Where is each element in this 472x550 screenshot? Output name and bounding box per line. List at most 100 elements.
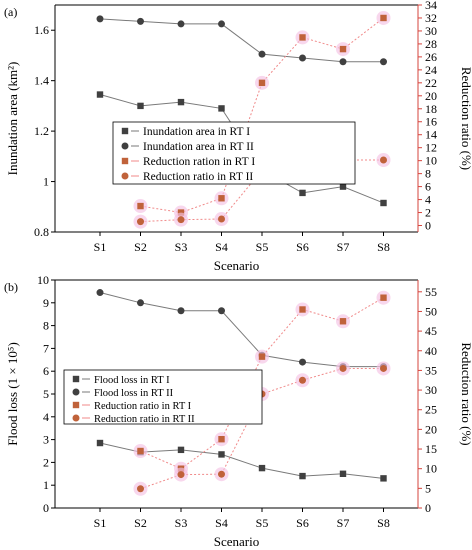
data-point-square	[177, 446, 185, 454]
data-point-square	[177, 209, 185, 216]
legend-label: Reduction ration in RT I	[143, 156, 255, 168]
data-point-circle	[299, 54, 306, 62]
y-left-tick-label: 1.2	[34, 124, 49, 138]
data-point-square	[299, 472, 306, 480]
data-point-circle	[339, 58, 347, 66]
y-right-tick-label: 10	[425, 154, 437, 168]
data-point-square	[339, 45, 347, 53]
data-point-circle	[339, 364, 347, 372]
chart-panel-a: (a)0.811.21.41.6024681012141618202224262…	[4, 0, 472, 273]
x-tick-label: S8	[377, 516, 390, 530]
data-point-circle	[96, 15, 104, 23]
y-left-tick-label: 1.4	[34, 74, 49, 88]
data-point-circle	[177, 20, 185, 28]
y-right-tick-label: 20	[425, 422, 437, 436]
legend-label: Inundation area in RT II	[143, 141, 254, 153]
legend-marker-square	[72, 401, 80, 409]
data-point-square	[96, 91, 104, 98]
y-right-tick-label: 40	[425, 344, 437, 358]
y-left-tick-label: 1.6	[34, 23, 49, 37]
y-right-tick-label: 8	[425, 167, 431, 181]
legend-marker-square	[121, 127, 129, 135]
data-point-square	[380, 294, 387, 301]
x-tick-label: S4	[215, 240, 228, 254]
legend-label: Flood loss in RT II	[94, 388, 174, 399]
x-axis-title: Scenario	[214, 258, 259, 273]
y-right-tick-label: 50	[425, 304, 437, 318]
legend-box	[63, 369, 263, 425]
data-point-square	[218, 436, 225, 443]
data-point-circle	[299, 376, 306, 384]
y-right-tick-label: 55	[425, 285, 437, 299]
data-point-square	[339, 470, 347, 477]
x-tick-label: S3	[175, 240, 188, 254]
legend: Flood loss in RT I Flood loss in RT II Red…	[63, 369, 263, 425]
y-right-tick-label: 4	[425, 193, 431, 207]
legend-label: Reduction ratio in RT II	[143, 171, 253, 183]
x-axis-title: Scenario	[214, 534, 259, 549]
data-point-square	[258, 79, 266, 87]
y-left-tick-label: 2	[43, 455, 49, 469]
series-line	[99, 18, 384, 63]
y-right-tick-label: 18	[425, 102, 437, 116]
data-point-circle	[137, 17, 144, 25]
y-right-tick-label: 0	[425, 219, 431, 233]
y-left-tick-label: 9	[43, 296, 49, 310]
y-left-tick-label: 4	[43, 410, 49, 424]
y-left-tick-label: 6	[43, 364, 49, 378]
x-tick-label: S1	[94, 516, 107, 530]
x-tick-label: S1	[94, 240, 107, 254]
y-right-tick-label: 45	[425, 324, 437, 338]
y-left-tick-label: 3	[43, 433, 49, 447]
legend-marker-square	[72, 375, 80, 383]
legend-marker-circle	[72, 388, 80, 396]
data-point-circle	[258, 50, 266, 58]
data-point-square	[380, 199, 387, 207]
data-point-circle	[380, 156, 387, 164]
x-tick-label: S5	[256, 516, 269, 530]
data-point-circle	[177, 307, 185, 315]
series-line	[99, 292, 384, 368]
data-point-square	[299, 306, 306, 313]
series-2	[96, 289, 387, 371]
legend-marker-circle	[121, 172, 129, 180]
data-point-circle	[177, 471, 185, 479]
data-point-circle	[299, 358, 306, 366]
data-point-square	[218, 105, 225, 112]
data-point-square	[137, 202, 144, 210]
data-point-square	[299, 189, 306, 197]
y-left-tick-label: 7	[43, 341, 49, 355]
y-right-tick-label: 26	[425, 50, 437, 64]
data-point-square	[380, 475, 387, 482]
x-tick-label: S2	[134, 240, 147, 254]
y-right-tick-label: 5	[425, 481, 431, 495]
y-right-tick-label: 24	[425, 63, 437, 77]
data-point-circle	[218, 20, 225, 28]
legend-marker-circle	[72, 414, 80, 422]
panel-label: (a)	[4, 5, 17, 19]
y-right-tick-label: 15	[425, 442, 437, 456]
y-left-tick-label: 0.8	[34, 225, 49, 239]
data-point-square	[177, 98, 185, 106]
data-point-circle	[137, 299, 144, 307]
y-right-tick-label: 0	[425, 501, 431, 515]
data-point-circle	[137, 485, 144, 493]
data-point-circle	[218, 307, 225, 315]
data-point-square	[299, 34, 306, 41]
data-point-square	[137, 447, 144, 455]
data-point-square	[339, 183, 347, 190]
data-point-circle	[218, 470, 225, 478]
y-left-tick-label: 10	[37, 273, 49, 287]
y-axis-left-title: Flood loss (1 × 10⁵)	[5, 342, 20, 446]
data-point-square	[339, 318, 347, 325]
data-point-circle	[177, 216, 185, 224]
data-point-square	[258, 353, 266, 360]
panel-label: (b)	[4, 280, 18, 294]
legend: Inundation area in RT I Inundation area i…	[112, 121, 356, 185]
y-right-tick-label: 35	[425, 363, 437, 377]
x-tick-label: S6	[296, 516, 309, 530]
y-right-tick-label: 10	[425, 462, 437, 476]
x-tick-label: S6	[296, 240, 309, 254]
x-tick-label: S4	[215, 516, 228, 530]
